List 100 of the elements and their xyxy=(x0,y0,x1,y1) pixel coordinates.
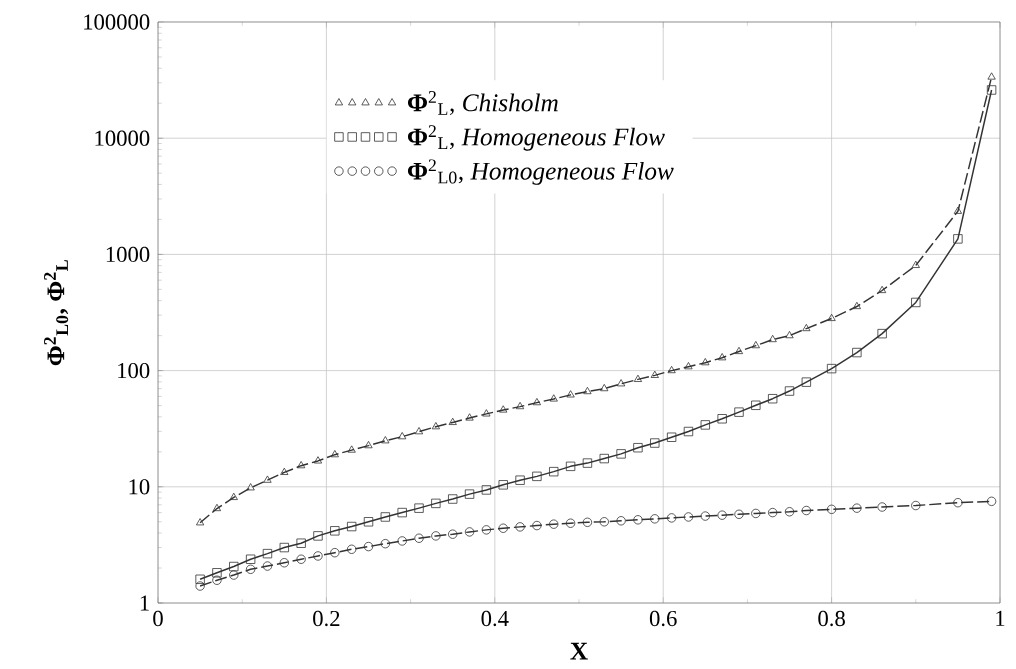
point xyxy=(465,413,474,421)
point xyxy=(734,407,744,417)
point xyxy=(565,518,576,528)
point xyxy=(431,531,441,541)
point xyxy=(666,513,677,523)
x-tick-label: 0.6 xyxy=(649,610,677,627)
point xyxy=(482,409,491,417)
point xyxy=(515,522,525,532)
point xyxy=(684,362,693,370)
point xyxy=(802,323,811,332)
point xyxy=(448,494,458,504)
point xyxy=(414,533,424,543)
point xyxy=(464,527,475,537)
point xyxy=(532,471,542,482)
point xyxy=(195,581,205,591)
point xyxy=(785,330,794,339)
point xyxy=(667,365,676,374)
legend-label: Φ$^{2}$$_{L}$, Homogeneous Flow xyxy=(407,125,665,151)
point xyxy=(633,515,643,525)
point xyxy=(296,554,306,564)
point xyxy=(296,538,306,548)
point xyxy=(986,85,997,95)
point xyxy=(582,458,593,468)
point xyxy=(826,363,837,374)
point xyxy=(263,475,272,483)
point xyxy=(718,353,727,361)
point xyxy=(751,400,761,410)
point xyxy=(953,498,963,508)
point xyxy=(784,386,795,396)
point xyxy=(262,561,273,571)
point xyxy=(498,480,508,490)
point xyxy=(734,346,744,355)
point xyxy=(431,422,440,430)
y-tick-label: 100 xyxy=(118,362,150,379)
point xyxy=(195,574,205,584)
point xyxy=(398,432,407,440)
point xyxy=(701,358,710,366)
point xyxy=(364,440,373,449)
point xyxy=(852,301,861,310)
point xyxy=(313,551,323,561)
point xyxy=(245,564,256,574)
point xyxy=(363,541,374,552)
x-tick-label: 0.8 xyxy=(818,610,845,627)
point xyxy=(448,529,458,539)
y-tick-label: 1000 xyxy=(106,246,150,263)
point xyxy=(515,475,525,485)
point xyxy=(448,417,457,425)
point xyxy=(650,370,659,378)
point xyxy=(229,561,239,572)
point xyxy=(414,427,424,435)
x-axis-title: X xyxy=(570,642,588,660)
point xyxy=(852,503,862,513)
y-tick-label: 100000 xyxy=(84,14,150,30)
point xyxy=(549,394,558,402)
point xyxy=(397,507,407,518)
point xyxy=(212,568,222,578)
point xyxy=(599,453,609,464)
y-tick-label: 10000 xyxy=(95,130,150,146)
point xyxy=(380,539,391,549)
point xyxy=(987,72,996,80)
point xyxy=(246,483,255,491)
point xyxy=(911,260,920,268)
point xyxy=(616,449,626,459)
point xyxy=(313,531,323,541)
point xyxy=(330,450,339,458)
point xyxy=(347,445,356,453)
point xyxy=(279,542,289,553)
point xyxy=(279,558,289,568)
point xyxy=(683,512,694,522)
point xyxy=(229,570,239,580)
point xyxy=(734,509,744,519)
point xyxy=(229,492,238,500)
point xyxy=(481,485,492,495)
y-tick-label: 1 xyxy=(140,595,149,611)
point xyxy=(599,517,609,527)
point xyxy=(717,414,727,424)
point xyxy=(616,516,626,526)
legend-label: Φ$^{2}$$_{L}$, Chisholm xyxy=(407,91,558,116)
point xyxy=(212,575,222,585)
point xyxy=(431,498,441,509)
point xyxy=(212,503,222,512)
point xyxy=(768,507,778,518)
point xyxy=(499,405,508,413)
point xyxy=(768,394,778,404)
point xyxy=(700,511,710,521)
point xyxy=(245,554,256,564)
point xyxy=(877,502,887,512)
point xyxy=(911,500,921,511)
point xyxy=(566,390,575,398)
point xyxy=(515,401,525,410)
point xyxy=(633,443,643,453)
point xyxy=(666,432,677,442)
y-tick-label: 10 xyxy=(129,479,150,495)
point xyxy=(768,334,777,343)
point xyxy=(330,548,340,558)
point xyxy=(633,374,643,382)
point xyxy=(751,508,761,519)
point xyxy=(583,386,592,395)
point xyxy=(986,496,997,506)
point xyxy=(826,504,837,514)
